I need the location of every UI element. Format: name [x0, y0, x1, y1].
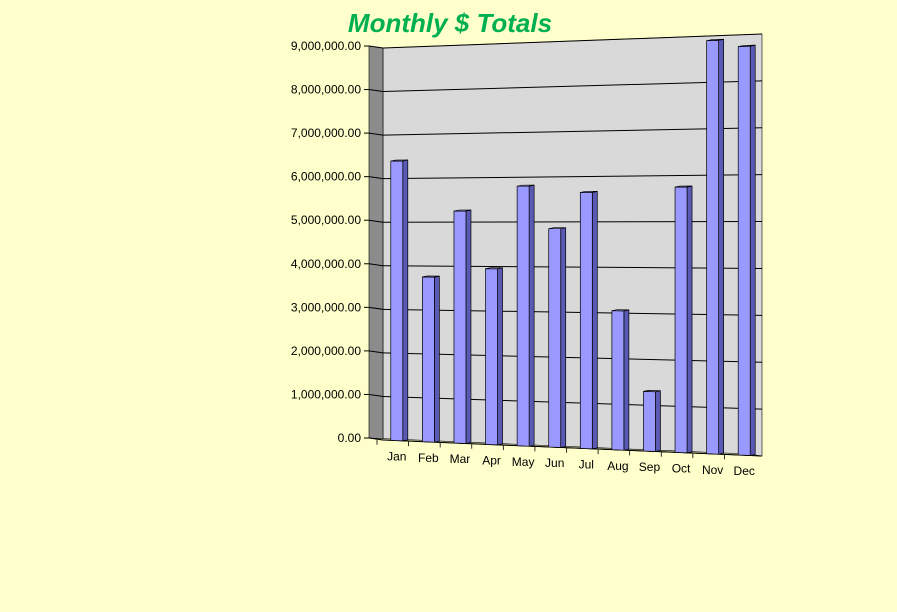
y-tick-label: 7,000,000.00 — [291, 126, 361, 140]
side-gridline — [368, 219, 384, 223]
gridline — [382, 395, 763, 410]
x-tick-label: Mar — [450, 452, 471, 466]
y-tick-label: 2,000,000.00 — [291, 344, 361, 358]
x-tick-label: Sep — [639, 460, 661, 474]
bar-jun — [548, 227, 567, 448]
y-tick-label: 5,000,000.00 — [291, 213, 361, 227]
bar-front-face — [390, 160, 404, 442]
x-tick-label: Jul — [579, 458, 594, 472]
gridline — [382, 174, 763, 180]
bar-aug — [611, 309, 630, 451]
bar-front-face — [548, 228, 562, 448]
bar-front-face — [422, 276, 435, 443]
bar-side-face — [560, 227, 567, 448]
bar-front-face — [737, 45, 751, 456]
x-tick-label: Dec — [734, 464, 755, 478]
bar-side-face — [655, 390, 661, 452]
y-tick-label: 9,000,000.00 — [291, 39, 361, 53]
gridline — [382, 127, 763, 136]
bar-top-face — [611, 309, 629, 312]
x-tick-label: Nov — [702, 463, 723, 477]
bar-top-face — [485, 267, 503, 270]
bar-may — [516, 184, 535, 447]
bar-sep — [643, 390, 661, 452]
bar-jan — [390, 159, 409, 442]
y-tick-label: 1,000,000.00 — [291, 387, 361, 401]
side-gridline — [368, 45, 384, 49]
bar-top-face — [390, 159, 408, 162]
bar-top-face — [738, 44, 756, 47]
gridline — [382, 265, 763, 269]
bar-front-face — [643, 391, 656, 452]
bar-apr — [485, 267, 503, 446]
plot-back-wall — [382, 33, 763, 457]
gridline — [382, 221, 763, 223]
bar-top-face — [706, 38, 724, 42]
gridline — [382, 439, 763, 457]
bar-front-face — [516, 185, 530, 447]
bar-top-face — [674, 185, 693, 188]
x-tick-label: Apr — [482, 454, 501, 468]
bar-top-face — [643, 390, 661, 393]
bar-side-face — [434, 275, 440, 443]
side-gridline — [368, 350, 384, 354]
y-tick-label: 3,000,000.00 — [291, 300, 361, 314]
bar-front-face — [485, 268, 498, 446]
side-gridline — [368, 132, 384, 136]
x-tick-label: Aug — [607, 459, 628, 473]
bar-side-face — [591, 190, 598, 450]
bar-side-face — [402, 159, 409, 442]
bar-front-face — [453, 210, 467, 444]
side-gridline — [368, 306, 384, 310]
bar-top-face — [548, 227, 566, 230]
bar-top-face — [580, 190, 598, 193]
bar-dec — [737, 44, 756, 456]
bar-feb — [422, 275, 440, 443]
bar-side-face — [749, 44, 756, 456]
x-tick-label: Jun — [545, 456, 564, 470]
chart-title: Monthly $ Totals — [347, 8, 553, 38]
x-tick-label: Oct — [672, 462, 691, 476]
bar-side-face — [528, 184, 535, 447]
bar-top-face — [422, 275, 440, 278]
side-gridline — [368, 437, 384, 441]
bar-oct — [674, 185, 693, 454]
bar-side-face — [686, 185, 693, 454]
bar-top-face — [517, 184, 535, 187]
bar-front-face — [611, 310, 625, 451]
x-tick-label: May — [512, 455, 535, 469]
x-tick-label: Feb — [418, 451, 439, 465]
side-gridline — [368, 176, 384, 180]
y-tick-label: 6,000,000.00 — [291, 170, 361, 184]
side-gridline — [368, 89, 384, 93]
bar-front-face — [674, 186, 688, 454]
bar-nov — [706, 38, 724, 455]
gridline — [382, 352, 763, 363]
side-gridline — [368, 393, 384, 397]
bar-jul — [579, 190, 598, 450]
bar-side-face — [623, 309, 630, 451]
x-tick-label: Jan — [387, 450, 406, 464]
side-gridline — [368, 263, 384, 267]
bar-side-face — [497, 267, 503, 446]
gridline — [382, 308, 763, 316]
gridline — [382, 80, 763, 93]
y-tick-label: 0.00 — [338, 431, 362, 445]
gridline — [382, 33, 763, 49]
y-tick-label: 4,000,000.00 — [291, 257, 361, 271]
bar-side-face — [465, 209, 472, 444]
bar-mar — [453, 209, 472, 444]
bar-top-face — [453, 209, 472, 212]
bar-front-face — [579, 191, 593, 450]
y-tick-label: 8,000,000.00 — [291, 83, 361, 97]
bar-front-face — [706, 39, 719, 455]
plot-side-wall — [368, 45, 384, 441]
bar-side-face — [718, 38, 724, 455]
